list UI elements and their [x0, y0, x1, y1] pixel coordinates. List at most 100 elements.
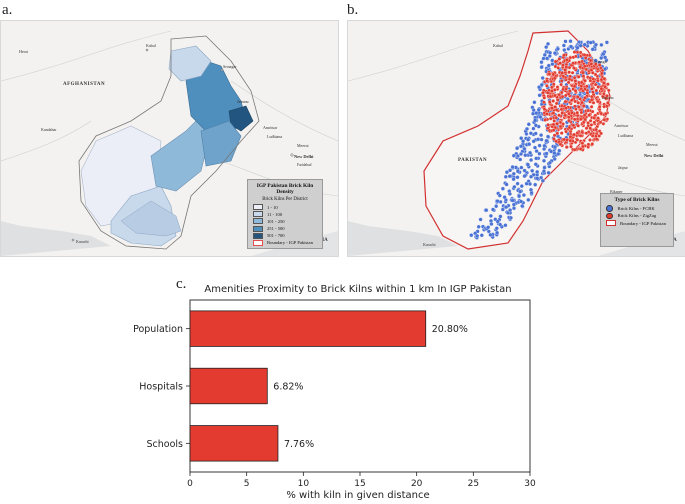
kiln-point-fcbk — [515, 153, 520, 159]
legend-boundary-item: Boundary - IGP Pakistan — [253, 239, 317, 246]
kiln-point-fcbk — [505, 210, 510, 215]
kiln-point-fcbk — [479, 233, 484, 238]
kiln-point-fcbk — [508, 208, 513, 213]
kiln-point-fcbk — [534, 111, 539, 116]
kiln-point-zigzag — [551, 82, 556, 87]
kiln-point-fcbk — [495, 219, 500, 224]
kiln-point-fcbk — [522, 174, 527, 179]
x-tick-label: 20 — [411, 479, 423, 489]
kiln-point-fcbk — [529, 174, 534, 179]
legend-dot — [606, 212, 613, 220]
kiln-point-fcbk — [539, 65, 544, 70]
kiln-point-fcbk — [508, 215, 513, 220]
kiln-point-zigzag — [567, 125, 572, 130]
panel-label-b: b. — [347, 2, 359, 18]
x-axis-label: % with kiln in given distance — [286, 490, 429, 501]
kiln-point-zigzag — [577, 60, 582, 65]
legend-class-item: 501 - 700 — [253, 232, 317, 239]
kiln-point-zigzag — [602, 104, 606, 109]
kiln-point-zigzag — [558, 61, 563, 65]
kiln-point-fcbk — [525, 162, 530, 167]
kiln-point-zigzag — [580, 130, 585, 135]
kiln-point-zigzag — [557, 113, 561, 118]
kiln-point-fcbk — [515, 175, 520, 180]
kiln-point-fcbk — [524, 126, 530, 131]
kiln-point-zigzag — [570, 98, 574, 102]
kiln-point-zigzag — [597, 63, 602, 67]
legend-class-label: 11 - 100 — [267, 211, 283, 217]
panel-label-c: c. — [176, 276, 187, 292]
kiln-point-zigzag — [581, 104, 586, 108]
kiln-point-fcbk — [533, 162, 538, 167]
kiln-point-fcbk — [539, 82, 544, 87]
kiln-point-fcbk — [522, 168, 527, 173]
kiln-point-zigzag — [566, 115, 571, 120]
label-bikaner-b: Bikaner — [610, 189, 623, 194]
kiln-point-zigzag — [583, 95, 587, 100]
kiln-point-zigzag — [568, 138, 573, 143]
kiln-point-zigzag — [590, 87, 594, 91]
kiln-point-zigzag — [583, 78, 587, 83]
kiln-point-fcbk — [526, 137, 531, 142]
kiln-point-zigzag — [579, 110, 584, 115]
kiln-point-zigzag — [586, 108, 590, 113]
kiln-point-fcbk — [524, 181, 529, 186]
kiln-point-zigzag — [588, 78, 593, 83]
kiln-point-zigzag — [542, 107, 547, 112]
legend-class-item: 251 - 500 — [253, 225, 317, 232]
legend-swatch — [253, 211, 263, 218]
kiln-point-fcbk — [545, 56, 550, 61]
kiln-point-fcbk — [533, 131, 538, 136]
kiln-point-zigzag — [548, 116, 553, 121]
kiln-point-zigzag — [576, 123, 581, 128]
kiln-point-zigzag — [602, 76, 607, 81]
kiln-point-fcbk — [475, 233, 480, 238]
label-karachi-b: Karachi — [423, 242, 437, 247]
kiln-point-zigzag — [548, 94, 553, 99]
kiln-point-fcbk — [533, 118, 538, 123]
kiln-point-fcbk — [515, 169, 520, 174]
kiln-point-fcbk — [530, 168, 535, 173]
kiln-point-zigzag — [560, 94, 565, 99]
kiln-point-fcbk — [526, 197, 531, 202]
label-afghanistan: AFGHANISTAN — [63, 82, 105, 87]
kiln-point-fcbk — [498, 222, 503, 227]
kiln-point-fcbk — [517, 194, 522, 199]
kiln-point-fcbk — [527, 142, 532, 147]
kiln-point-fcbk — [552, 151, 557, 156]
label-jammu: Jammu — [237, 99, 249, 104]
kiln-point-fcbk — [550, 62, 555, 67]
legend-class-item: 11 - 100 — [253, 211, 317, 218]
kiln-point-zigzag — [554, 101, 559, 106]
kiln-point-zigzag — [588, 58, 593, 63]
kiln-point-zigzag — [573, 88, 578, 93]
kiln-point-fcbk — [469, 233, 474, 238]
kiln-point-fcbk — [519, 136, 524, 141]
kiln-point-zigzag — [603, 111, 608, 116]
kiln-point-fcbk — [536, 107, 541, 112]
kiln-point-fcbk — [519, 199, 524, 204]
kiln-point-fcbk — [539, 60, 544, 65]
kiln-point-fcbk — [603, 55, 608, 60]
kiln-point-zigzag — [559, 90, 564, 95]
kiln-point-zigzag — [583, 117, 588, 122]
kiln-point-zigzag — [549, 106, 554, 110]
kiln-point-fcbk — [599, 42, 604, 47]
kiln-point-zigzag — [576, 75, 581, 79]
kiln-point-zigzag — [564, 106, 568, 110]
kiln-point-fcbk — [515, 146, 520, 151]
kiln-point-fcbk — [511, 202, 516, 207]
kiln-point-fcbk — [544, 138, 549, 143]
label-kandahar: Kandahar — [41, 127, 57, 132]
kiln-point-fcbk — [507, 174, 512, 179]
kiln-point-zigzag — [603, 84, 607, 89]
legend-kiln-density: IGP Pakistan Brick Kiln Density Brick Ki… — [247, 179, 323, 249]
category-label-population: Population — [133, 324, 183, 335]
kiln-point-fcbk — [511, 206, 517, 211]
boundary-igp-pakistan — [78, 35, 260, 250]
kiln-point-fcbk — [552, 51, 557, 56]
kiln-point-zigzag — [558, 142, 563, 147]
kiln-point-fcbk — [540, 178, 545, 183]
kiln-point-zigzag — [572, 147, 577, 152]
kiln-point-zigzag — [564, 145, 569, 149]
